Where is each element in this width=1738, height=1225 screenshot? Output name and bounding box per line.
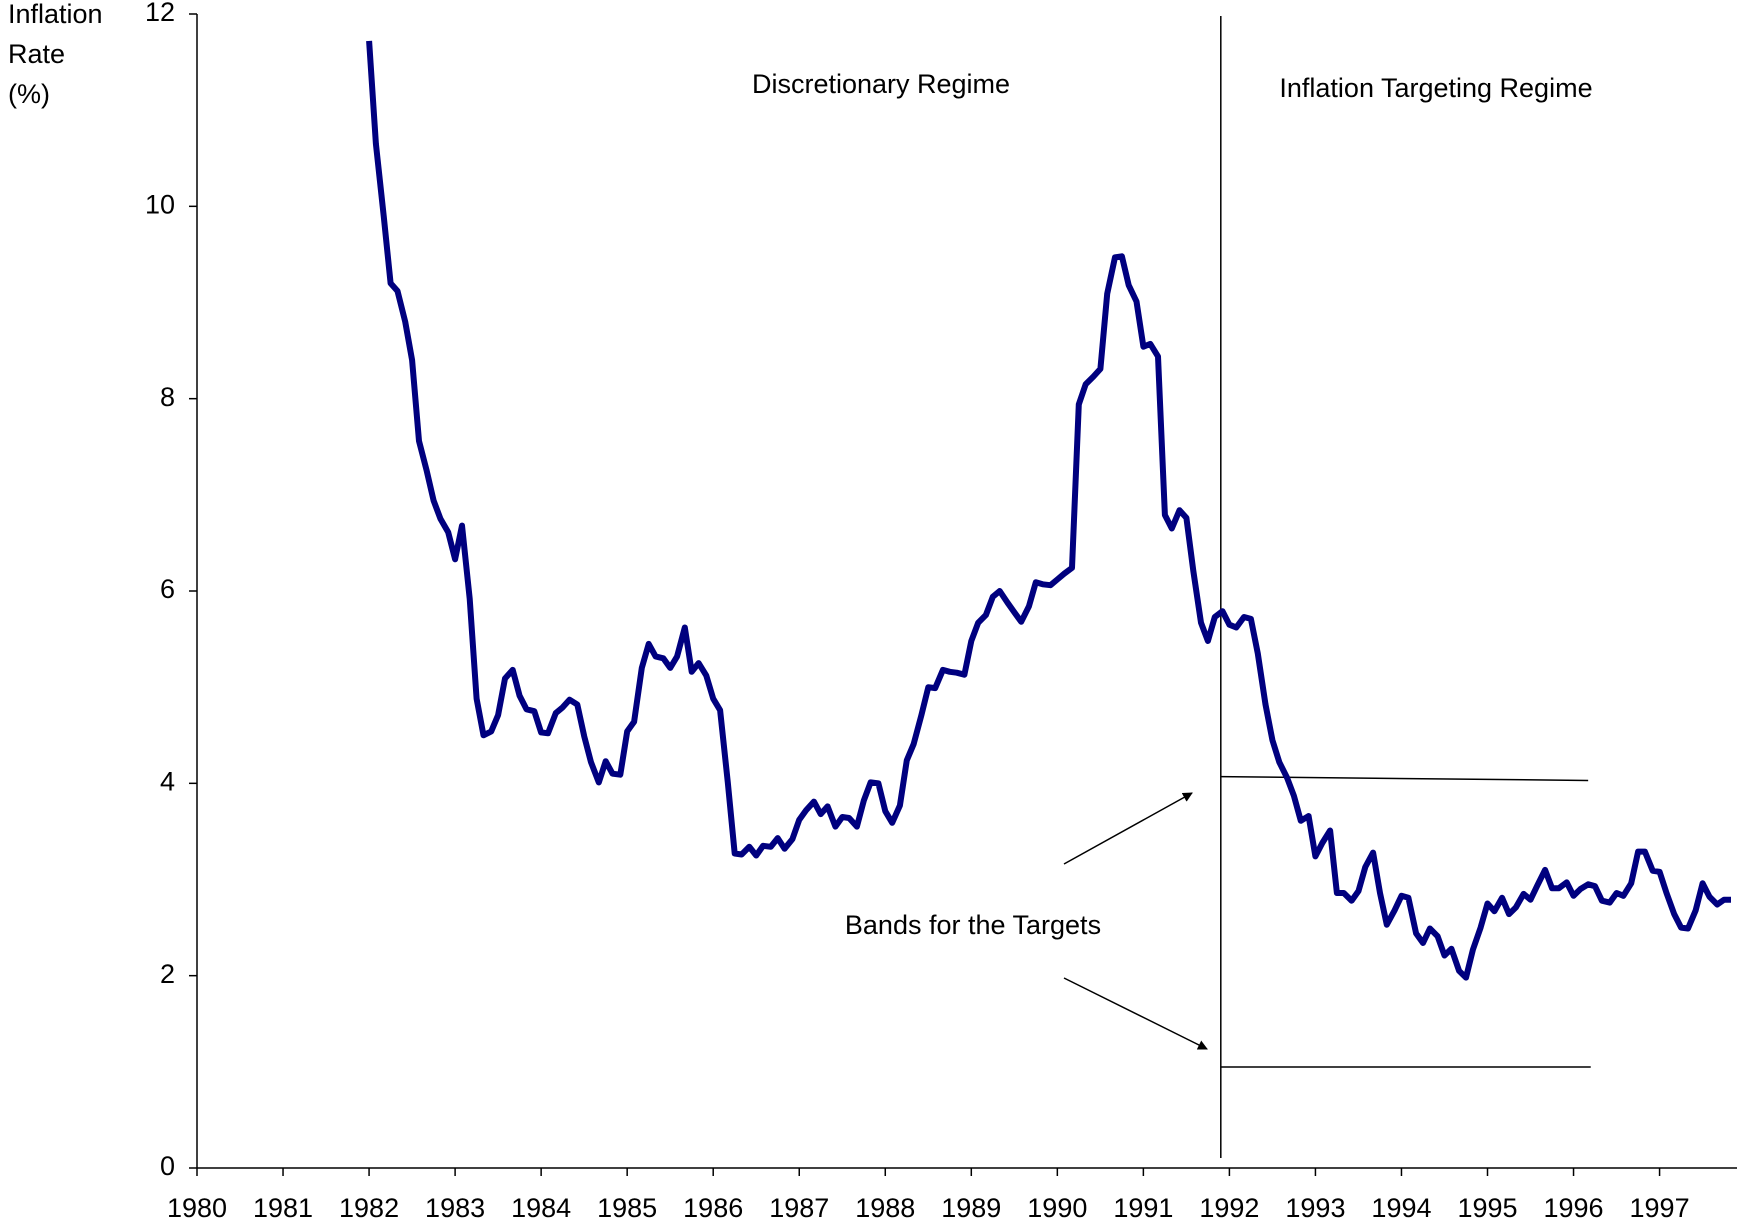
x-tick-label: 1986 [683, 1193, 743, 1223]
x-tick-label: 1984 [511, 1193, 571, 1223]
y-tick-label: 6 [160, 574, 175, 604]
y-tick-label: 12 [145, 0, 175, 27]
x-tick-label: 1990 [1027, 1193, 1087, 1223]
x-tick-label: 1995 [1457, 1193, 1517, 1223]
annotation: Bands for the Targets [845, 910, 1101, 940]
target-band [1220, 775, 1589, 782]
y-axis-label: (%) [8, 79, 50, 109]
arrow [1063, 792, 1193, 865]
annotation: Discretionary Regime [752, 69, 1010, 99]
x-tick-label: 1993 [1285, 1193, 1345, 1223]
x-tick-label: 1996 [1543, 1193, 1603, 1223]
x-tick-label: 1982 [339, 1193, 399, 1223]
x-tick-label: 1992 [1199, 1193, 1259, 1223]
y-tick-label: 10 [145, 189, 175, 219]
x-tick-label: 1981 [253, 1193, 313, 1223]
y-tick-label: 2 [160, 959, 175, 989]
x-tick-label: 1988 [855, 1193, 915, 1223]
y-tick-label: 0 [160, 1151, 175, 1181]
x-tick-label: 1985 [597, 1193, 657, 1223]
y-axis-label: Rate [8, 39, 65, 69]
x-tick-label: 1980 [167, 1193, 227, 1223]
y-axis-label: Inflation [8, 0, 103, 29]
x-tick-label: 1983 [425, 1193, 485, 1223]
x-tick-label: 1987 [769, 1193, 829, 1223]
x-tick-label: 1994 [1371, 1193, 1431, 1223]
x-tick-label: 1991 [1113, 1193, 1173, 1223]
x-tick-label: 1989 [941, 1193, 1001, 1223]
y-tick-label: 4 [160, 766, 175, 796]
inflation-line [366, 40, 1731, 981]
annotation: Inflation Targeting Regime [1279, 73, 1592, 103]
x-tick-label: 1997 [1630, 1193, 1690, 1223]
y-tick-label: 8 [160, 382, 175, 412]
arrow [1063, 977, 1208, 1050]
